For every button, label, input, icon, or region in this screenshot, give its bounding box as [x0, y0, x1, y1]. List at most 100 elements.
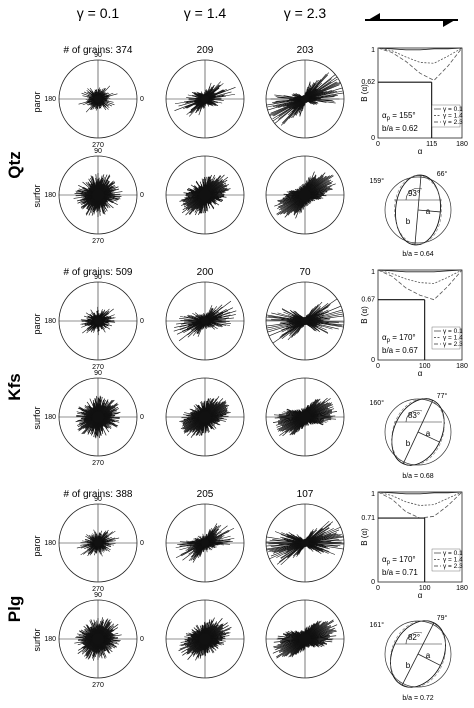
paror-rose-3 — [265, 503, 345, 583]
minor-axis — [417, 653, 441, 666]
surfor-rose-3 — [265, 155, 345, 235]
ellipse-top-angle: 79° — [437, 614, 448, 622]
legend-entry-3: γ = 2.3 — [443, 119, 463, 126]
rose-center — [92, 189, 104, 201]
angle-label-180: 180 — [44, 636, 56, 643]
dashed-ellipse — [394, 175, 442, 245]
ellipse-ratio: b/a = 0.68 — [402, 473, 433, 480]
xtick-right: 180 — [456, 141, 468, 148]
angle-label-180: 180 — [44, 96, 56, 103]
series-line-3 — [377, 269, 463, 301]
ellipse-center-angle: 93° — [408, 189, 420, 198]
xtick-left: 0 — [376, 363, 380, 370]
row-label-surfor: surfor — [32, 406, 42, 429]
grain-count-1: # of grains: 509 — [64, 267, 133, 278]
row-label-paror: paror — [32, 313, 42, 334]
ellipse-a-label: a — [426, 651, 431, 660]
rose-center — [92, 633, 104, 645]
angle-arc — [405, 632, 423, 645]
rose-center — [301, 95, 309, 103]
mineral-label: Kfs — [5, 373, 24, 400]
legend-box — [431, 104, 461, 128]
paror-rose-2 — [165, 59, 245, 139]
row-label-surfor: surfor — [32, 628, 42, 651]
rose-center — [299, 189, 311, 201]
b-alpha-chart: 1 0 0.62 0 115 180 B (α) α αp = 155° b/a = 0.62 γ … — [360, 47, 468, 156]
y-axis-label: B (α) — [360, 528, 369, 546]
surfor-rose-3 — [265, 599, 345, 679]
ytick-top: 1 — [371, 491, 375, 498]
row-label-paror: paror — [32, 535, 42, 556]
ellipse-center-angle: 83° — [408, 411, 420, 420]
paror-rose-2 — [165, 503, 245, 583]
ellipse-b-label: b — [406, 661, 411, 670]
rose-center — [299, 633, 311, 645]
alpha-marker-label: 100 — [419, 585, 431, 592]
surfor-rose-1: 90 270 180 0 — [44, 592, 144, 689]
angle-label-90: 90 — [94, 370, 102, 377]
ytick-bottom: 0 — [371, 357, 375, 364]
ytick-bottom: 0 — [371, 579, 375, 586]
angle-label-0: 0 — [140, 192, 144, 199]
series-line-1 — [377, 269, 463, 273]
legend-entry-2: γ = 1.4 — [443, 557, 463, 564]
angle-label-270: 270 — [92, 364, 104, 371]
ba-label: b/a = 0.62 — [382, 124, 418, 133]
surfor-rose-2 — [165, 155, 245, 235]
x-axis-label: α — [418, 369, 423, 378]
paror-rose-3 — [265, 281, 345, 361]
series-line-1 — [377, 491, 463, 495]
mineral-label: Qtz — [5, 151, 24, 178]
shape-ellipse-diagram: 161° 79° 82° a b b/a = 0.72 — [370, 614, 452, 702]
angle-label-270: 270 — [92, 460, 104, 467]
legend-entry-3: γ = 2.3 — [443, 341, 463, 348]
minor-axis — [417, 209, 441, 213]
grain-count-3: 107 — [297, 489, 314, 500]
dashed-ellipse — [390, 620, 446, 688]
grain-count-3: 70 — [299, 267, 311, 278]
angle-label-90: 90 — [94, 592, 102, 599]
ba-label: b/a = 0.67 — [382, 346, 418, 355]
series-line-2 — [377, 47, 463, 64]
angle-arc — [405, 410, 423, 423]
grain-count-1: # of grains: 374 — [64, 45, 133, 56]
ellipse-a-label: a — [426, 429, 431, 438]
series-line-2 — [377, 491, 463, 506]
legend-entry-1: γ = 0.1 — [443, 106, 463, 113]
rose-center — [199, 411, 211, 423]
dashed-ellipse — [391, 398, 445, 466]
legend-entry-2: γ = 1.4 — [443, 335, 463, 342]
rose-center — [301, 539, 309, 547]
paror-rose-1: 90 270 180 0 — [44, 496, 144, 593]
ellipse-b-label: b — [406, 217, 411, 226]
ellipse-b-label: b — [406, 439, 411, 448]
angle-label-180: 180 — [44, 540, 56, 547]
legend-box — [431, 326, 461, 350]
angle-label-180: 180 — [44, 414, 56, 421]
reference-circle — [384, 398, 452, 466]
rose-center — [92, 411, 104, 423]
rose-center — [199, 633, 211, 645]
angle-label-180: 180 — [44, 318, 56, 325]
angle-label-0: 0 — [140, 318, 144, 325]
ellipse-ratio: b/a = 0.72 — [402, 695, 433, 702]
series-line-1 — [377, 47, 463, 51]
mineral-label: Plg — [5, 596, 24, 622]
mineral-block-plg: Plg# of grains: 388 205 107parorsurfor9027… — [5, 489, 468, 702]
xtick-right: 180 — [456, 363, 468, 370]
b-alpha-chart: 1 0 0.71 0 100 180 B (α) α αp = 170° b/a = 0.71 γ … — [360, 491, 468, 600]
gamma-header-1: γ = 0.1 — [77, 5, 120, 21]
angle-label-270: 270 — [92, 586, 104, 593]
alpha-p-label: αp = 155° — [382, 111, 416, 122]
angle-label-270: 270 — [92, 142, 104, 149]
rose-center — [301, 317, 309, 325]
mineral-block-kfs: Kfs# of grains: 509 200 70parorsurfor90270… — [5, 267, 468, 480]
series-line-2 — [377, 269, 463, 284]
row-label-paror: paror — [32, 91, 42, 112]
paror-rose-3 — [265, 59, 345, 139]
gamma-header-2: γ = 1.4 — [184, 5, 227, 21]
angle-label-180: 180 — [44, 192, 56, 199]
paror-rose-1: 90 270 180 0 — [44, 52, 144, 149]
alpha-marker-label: 100 — [419, 363, 431, 370]
angle-label-90: 90 — [94, 52, 102, 59]
